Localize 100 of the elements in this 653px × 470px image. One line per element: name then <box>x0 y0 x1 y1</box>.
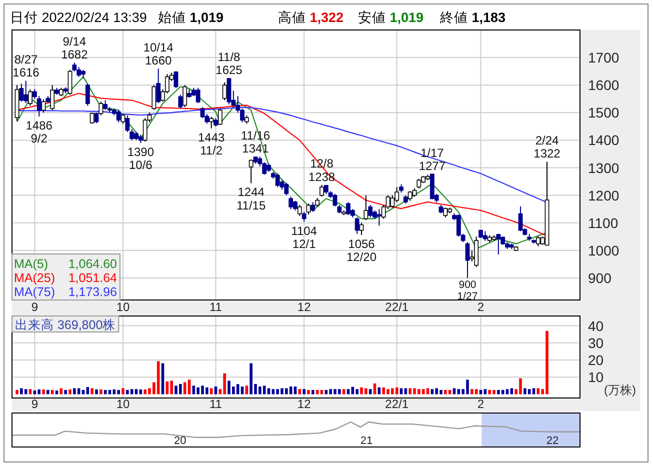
annotation: 1390 10/6 <box>127 144 154 172</box>
candlestick <box>306 203 311 216</box>
candlestick <box>174 70 178 88</box>
bar <box>42 389 45 394</box>
bar <box>68 389 72 394</box>
candlestick <box>196 87 200 104</box>
candlestick <box>302 211 306 222</box>
candlestick <box>390 194 395 208</box>
bar <box>444 390 447 394</box>
candlestick <box>94 112 99 124</box>
candlestick <box>275 172 280 188</box>
y-tick-label: 20 <box>588 352 604 368</box>
y-tick-label: 1100 <box>588 214 618 231</box>
candlestick <box>518 206 523 232</box>
candlestick <box>320 184 324 198</box>
x-tick-label: 11 <box>210 300 222 314</box>
bar <box>64 390 67 394</box>
candlestick <box>120 114 126 124</box>
candlestick <box>332 193 338 207</box>
x-tick-label: 2 <box>477 397 484 411</box>
bar <box>312 390 314 394</box>
candlestick <box>41 98 46 114</box>
candlestick <box>443 207 448 218</box>
candlestick <box>368 204 373 218</box>
bar <box>90 388 94 394</box>
text: MA(75) 1,173.96 <box>14 285 118 299</box>
candlestick <box>416 178 422 189</box>
y-tick-label: 30 <box>588 334 604 351</box>
annotation: 1/17 1277 <box>418 146 446 174</box>
bar <box>404 388 408 394</box>
text: MA(25) 1,051.64 <box>14 271 118 285</box>
x-tick-label: 22/1 <box>385 300 409 314</box>
candlestick <box>178 94 183 110</box>
bar <box>95 389 98 394</box>
candlestick <box>354 216 360 234</box>
annotation: 出来高 369,800株 <box>15 317 116 332</box>
candlestick <box>284 182 289 196</box>
bar <box>20 388 23 394</box>
candlestick <box>200 106 205 119</box>
candlestick <box>376 208 382 226</box>
x-tick-label: 11 <box>210 397 222 411</box>
candlestick <box>288 196 294 210</box>
candlestick <box>482 230 488 242</box>
bar <box>100 389 102 394</box>
y-tick-label: 1400 <box>588 132 620 148</box>
text: 高値 1,322 <box>278 10 344 25</box>
annotation: 11/8 1625 <box>216 50 243 78</box>
bar <box>73 388 76 394</box>
annotation: 8/27 1616 <box>12 52 40 80</box>
candlestick <box>218 108 222 126</box>
y-axis-title: (万株) <box>604 383 636 397</box>
annotation: 1056 12/20 <box>346 236 377 264</box>
x-tick-label: 12 <box>297 397 312 411</box>
x-tick-label: 20 <box>174 435 186 447</box>
text: 安値 1,019 <box>358 10 424 25</box>
candlestick <box>364 194 368 221</box>
candlestick <box>156 68 161 104</box>
candlestick <box>98 101 104 116</box>
y-tick-label: 1500 <box>588 104 620 121</box>
candlestick <box>68 69 72 96</box>
bar <box>77 388 80 394</box>
y-tick-label: 900 <box>588 270 612 286</box>
bar <box>524 388 526 394</box>
y-tick-label: 40 <box>588 318 604 334</box>
x-tick-label: 9 <box>31 397 38 411</box>
candlestick <box>152 84 156 110</box>
candlestick <box>209 116 214 129</box>
y-tick-label: 10 <box>588 369 604 386</box>
annotation: 1443 11/2 <box>198 130 226 158</box>
candlestick <box>248 158 254 184</box>
x-tick-label: 12 <box>297 300 312 314</box>
y-tick-label: 1700 <box>588 50 620 66</box>
x-tick-label: 10 <box>116 397 130 411</box>
candlestick <box>28 88 32 106</box>
x-tick-label: 2 <box>477 300 484 314</box>
candlestick <box>182 84 188 108</box>
annotation: 2/24 1322 <box>534 133 561 161</box>
y-tick-label: 1000 <box>588 242 620 258</box>
bar <box>532 388 536 394</box>
bar <box>223 373 226 394</box>
bar <box>400 388 403 394</box>
bar <box>117 390 120 394</box>
bar <box>510 388 514 394</box>
candlestick <box>116 109 121 123</box>
candlestick <box>310 202 316 212</box>
annotation: 900 1/27 <box>457 278 478 303</box>
x-tick-label: 9 <box>31 300 38 314</box>
annotation: 10/14 1660 <box>143 40 174 68</box>
text: 日付 2022/02/24 13:39 <box>10 10 147 25</box>
candlestick <box>50 84 55 110</box>
bar <box>536 388 540 394</box>
bar <box>426 388 430 394</box>
annotation: 1486 9/2 <box>26 118 53 146</box>
bar <box>46 390 50 394</box>
candlestick <box>226 78 232 105</box>
text: 始値 1,019 <box>158 10 224 25</box>
candlestick <box>19 83 24 102</box>
bar <box>210 388 213 394</box>
candlestick <box>36 96 42 118</box>
annotation: 1104 12/1 <box>291 224 318 251</box>
